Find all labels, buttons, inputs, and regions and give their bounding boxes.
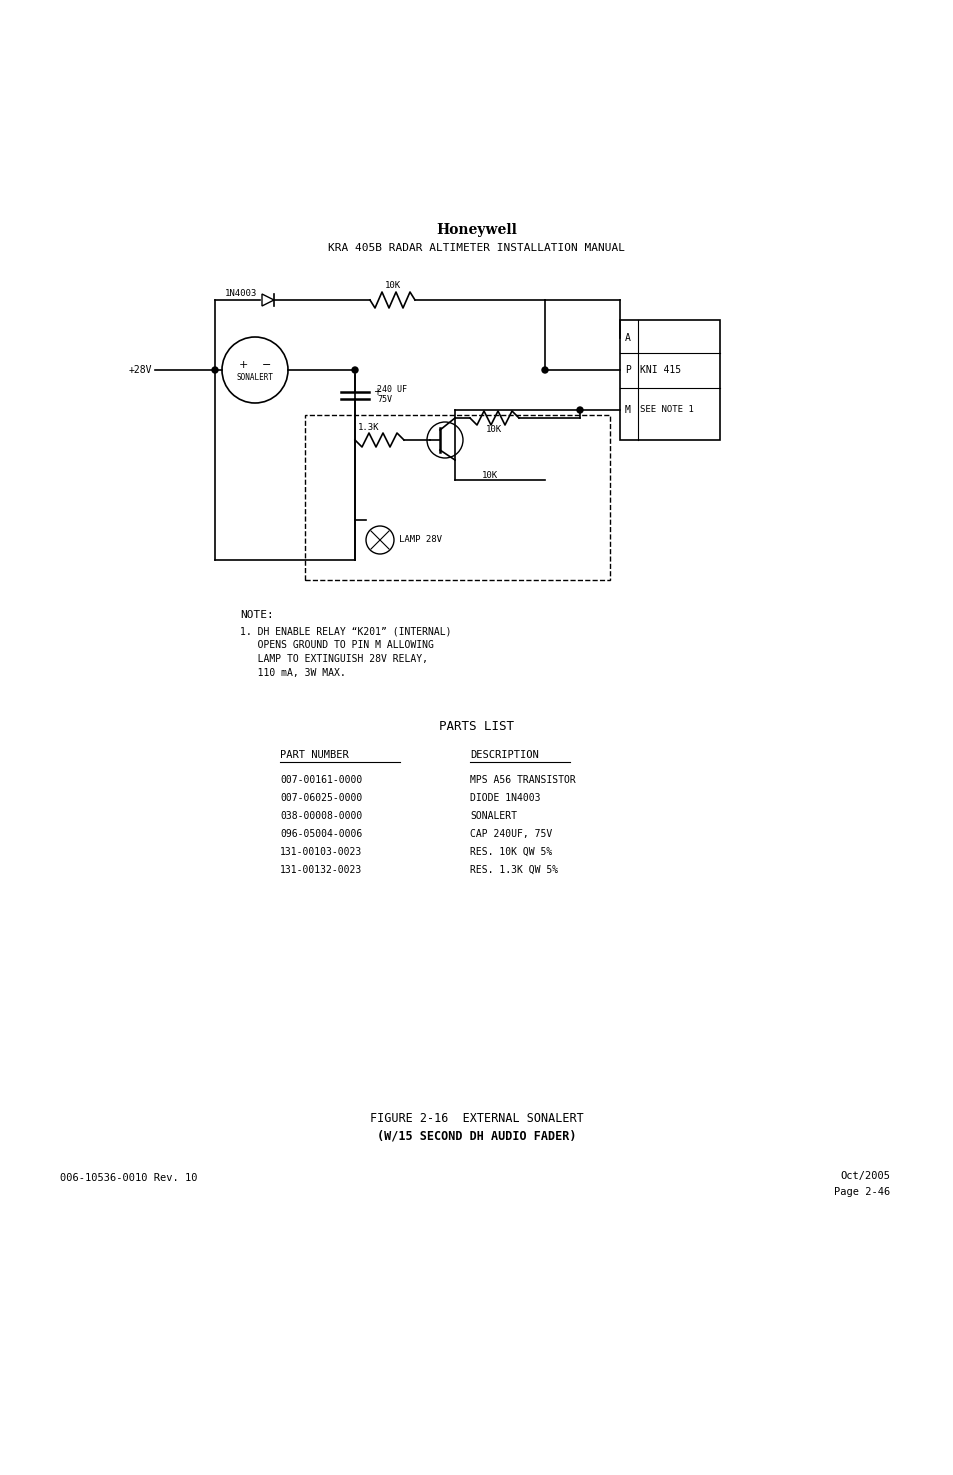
- Circle shape: [541, 367, 547, 373]
- Text: −: −: [262, 360, 272, 370]
- Text: +: +: [238, 360, 248, 370]
- Text: 096-05004-0006: 096-05004-0006: [280, 829, 362, 839]
- Text: CAP 240UF, 75V: CAP 240UF, 75V: [470, 829, 552, 839]
- Circle shape: [352, 367, 357, 373]
- Text: 10K: 10K: [481, 472, 497, 481]
- Text: DIODE 1N4003: DIODE 1N4003: [470, 794, 540, 802]
- Text: SONALERT: SONALERT: [236, 373, 274, 382]
- Text: 131-00103-0023: 131-00103-0023: [280, 847, 362, 857]
- Text: LAMP 28V: LAMP 28V: [398, 535, 441, 544]
- Text: Page 2-46: Page 2-46: [833, 1187, 889, 1198]
- Text: 75V: 75V: [376, 394, 392, 404]
- Text: 1N4003: 1N4003: [225, 289, 257, 298]
- Text: P: P: [624, 364, 630, 375]
- Text: 038-00008-0000: 038-00008-0000: [280, 811, 362, 822]
- Text: 1. DH ENABLE RELAY “K201” (INTERNAL): 1. DH ENABLE RELAY “K201” (INTERNAL): [240, 625, 451, 636]
- Text: 1.3K: 1.3K: [357, 423, 379, 432]
- Text: KRA 405B RADAR ALTIMETER INSTALLATION MANUAL: KRA 405B RADAR ALTIMETER INSTALLATION MA…: [328, 243, 625, 254]
- Text: +: +: [373, 386, 380, 397]
- Text: 006-10536-0010 Rev. 10: 006-10536-0010 Rev. 10: [60, 1173, 197, 1183]
- Text: 007-00161-0000: 007-00161-0000: [280, 774, 362, 785]
- Text: SONALERT: SONALERT: [470, 811, 517, 822]
- Text: (W/15 SECOND DH AUDIO FADER): (W/15 SECOND DH AUDIO FADER): [376, 1130, 577, 1143]
- Text: 110 mA, 3W MAX.: 110 mA, 3W MAX.: [240, 668, 345, 679]
- Text: 10K: 10K: [485, 425, 501, 435]
- Text: FIGURE 2-16  EXTERNAL SONALERT: FIGURE 2-16 EXTERNAL SONALERT: [370, 1112, 583, 1124]
- Text: Oct/2005: Oct/2005: [840, 1171, 889, 1181]
- Bar: [619, 320, 720, 440]
- Circle shape: [212, 367, 218, 373]
- Text: 10K: 10K: [384, 280, 400, 289]
- Text: PARTS LIST: PARTS LIST: [439, 720, 514, 733]
- Circle shape: [577, 407, 582, 413]
- Text: 131-00132-0023: 131-00132-0023: [280, 864, 362, 875]
- Text: PART NUMBER: PART NUMBER: [280, 749, 349, 760]
- Text: LAMP TO EXTINGUISH 28V RELAY,: LAMP TO EXTINGUISH 28V RELAY,: [240, 653, 428, 664]
- Text: NOTE:: NOTE:: [240, 611, 274, 620]
- Text: SEE NOTE 1: SEE NOTE 1: [639, 406, 693, 414]
- Text: +28V: +28V: [129, 364, 152, 375]
- Text: 007-06025-0000: 007-06025-0000: [280, 794, 362, 802]
- Text: A: A: [624, 333, 630, 344]
- Text: M: M: [624, 406, 630, 414]
- Text: KNI 415: KNI 415: [639, 364, 680, 375]
- Bar: [305, 414, 609, 580]
- Text: RES. 1.3K QW 5%: RES. 1.3K QW 5%: [470, 864, 558, 875]
- Text: OPENS GROUND TO PIN M ALLOWING: OPENS GROUND TO PIN M ALLOWING: [240, 640, 434, 650]
- Text: RES. 10K QW 5%: RES. 10K QW 5%: [470, 847, 552, 857]
- Text: MPS A56 TRANSISTOR: MPS A56 TRANSISTOR: [470, 774, 576, 785]
- Text: Honeywell: Honeywell: [436, 223, 517, 237]
- Text: DESCRIPTION: DESCRIPTION: [470, 749, 538, 760]
- Text: 240 UF: 240 UF: [376, 385, 407, 394]
